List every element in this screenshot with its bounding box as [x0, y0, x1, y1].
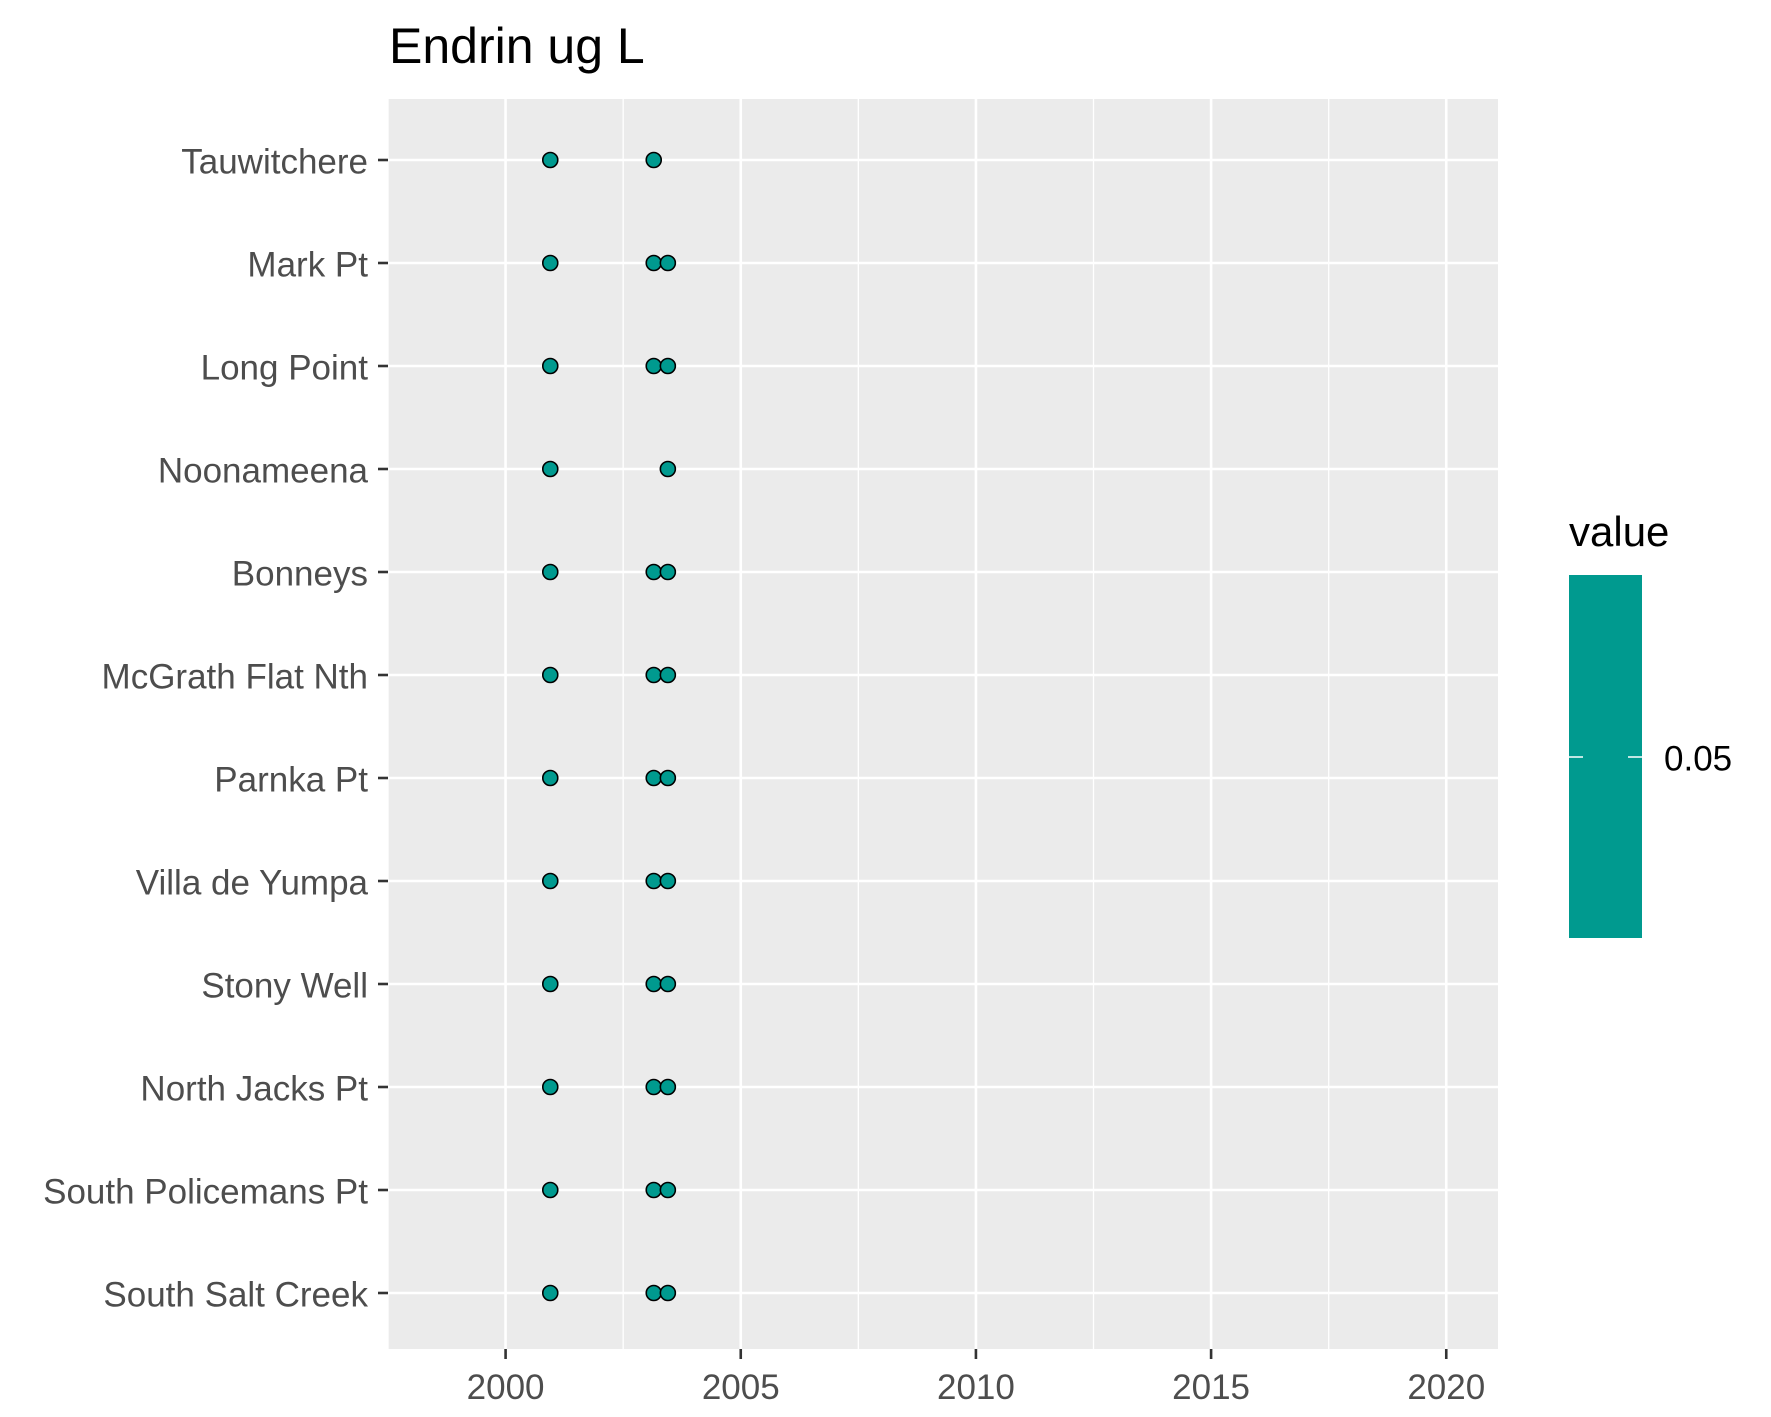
data-point	[541, 975, 559, 993]
data-point	[659, 357, 677, 375]
x-tick-label: 2005	[702, 1368, 780, 1407]
x-tick-label: 2010	[937, 1368, 1015, 1407]
y-tick-label: McGrath Flat Nth	[102, 658, 368, 697]
data-point	[541, 769, 559, 787]
data-point	[645, 254, 663, 272]
data-point	[541, 1181, 559, 1199]
data-point	[645, 872, 663, 890]
data-point	[659, 769, 677, 787]
data-point	[541, 1284, 559, 1302]
data-point	[541, 460, 559, 478]
data-points	[541, 151, 677, 1302]
y-tick-label: South Policemans Pt	[43, 1173, 368, 1212]
y-tick-label: Stony Well	[201, 967, 368, 1006]
data-point	[541, 563, 559, 581]
legend-title: value	[1569, 508, 1669, 555]
data-point	[541, 1078, 559, 1096]
data-point	[645, 975, 663, 993]
data-point	[659, 1078, 677, 1096]
data-point	[541, 357, 559, 375]
data-point	[659, 460, 677, 478]
data-point	[541, 872, 559, 890]
data-point	[659, 563, 677, 581]
data-point	[659, 975, 677, 993]
data-point	[645, 769, 663, 787]
data-point	[541, 151, 559, 169]
y-tick-label: Noonameena	[158, 452, 369, 491]
legend: value 0.05	[1569, 508, 1732, 938]
x-tick-label: 2000	[467, 1368, 545, 1407]
y-tick-label: Parnka Pt	[214, 761, 368, 800]
y-tick-label: South Salt Creek	[103, 1276, 368, 1315]
data-point	[659, 254, 677, 272]
data-point	[659, 872, 677, 890]
data-point	[659, 666, 677, 684]
x-tick-label: 2015	[1172, 1368, 1250, 1407]
data-point	[541, 254, 559, 272]
y-tick-label: Long Point	[201, 349, 369, 388]
data-point	[541, 666, 559, 684]
plot-panel	[388, 99, 1498, 1349]
y-tick-label: Villa de Yumpa	[136, 864, 369, 903]
minor-gridlines	[387, 99, 1330, 1349]
data-point	[645, 563, 663, 581]
data-point	[645, 357, 663, 375]
y-tick-label: Bonneys	[232, 555, 368, 594]
data-point	[645, 1181, 663, 1199]
legend-label: 0.05	[1664, 740, 1732, 779]
major-gridlines	[388, 99, 1498, 1349]
x-axis: 2000 2005 2010 2015 2020	[467, 1349, 1485, 1407]
y-tick-label: Mark Pt	[247, 246, 368, 285]
data-point	[645, 151, 663, 169]
y-tick-label: Tauwitchere	[181, 143, 368, 182]
chart-title: Endrin ug L	[389, 18, 645, 74]
data-point	[645, 1078, 663, 1096]
data-point	[659, 1181, 677, 1199]
y-tick-label: North Jacks Pt	[140, 1070, 368, 1109]
data-point	[659, 1284, 677, 1302]
y-axis: Tauwitchere Mark Pt Long Point Noonameena Bo…	[43, 143, 388, 1315]
data-point	[645, 666, 663, 684]
data-point	[645, 1284, 663, 1302]
x-tick-label: 2020	[1407, 1368, 1485, 1407]
